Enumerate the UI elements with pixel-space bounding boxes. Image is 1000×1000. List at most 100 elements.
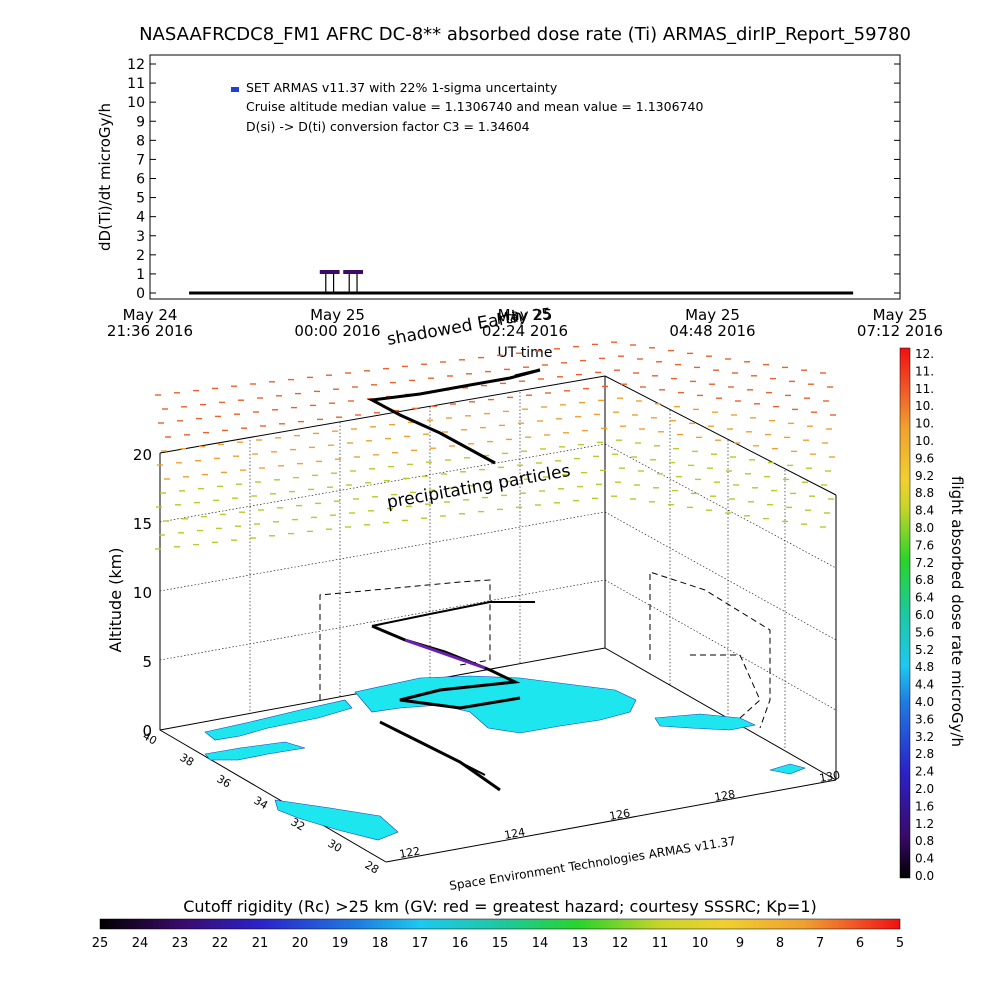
track-middle-return [371,601,535,627]
rigidity-colorbar-tick: 8 [776,936,784,951]
dose-colorbar-tick: 3.2 [915,730,934,744]
longitude-ticks: 122 124 126 128 130 [398,769,841,861]
x-tick-day: May 25 [498,306,553,324]
dose-colorbar-tick: 5.6 [915,625,934,639]
dose-colorbar-ticks: 12. 11. 11. 10. 10. 10. 9.6 9.2 8.8 8.4 8.0 7.6 7.2 6… [915,347,934,883]
latitude-tick-label: 40 [141,729,160,747]
dose-point [319,270,332,275]
altitude-tick-label: 5 [142,653,152,671]
dose-colorbar-label: flight absorbed dose rate microGy/h [948,476,966,747]
dose-colorbar-tick: 8.0 [915,521,934,535]
dose-colorbar-tick: 11. [915,382,934,396]
y-tick-label: 12 [127,57,145,73]
rigidity-colorbar: Cutoff rigidity (Rc) >25 km (GV: red = g… [92,897,904,951]
dose-colorbar-tick: 4.8 [915,660,934,674]
track-low-dose [404,638,486,670]
japan-island [654,713,756,731]
longitude-tick-label: 122 [398,845,421,861]
dose-colorbar-tick: 0.8 [915,834,934,848]
dose-colorbar-tick: 11. [915,364,934,378]
rigidity-colorbar-tick: 23 [172,936,189,951]
track-upper [367,368,541,465]
longitude-tick-label: 130 [818,769,841,785]
back-wall-grid [159,392,837,750]
dose-colorbar-tick: 0.4 [915,852,934,866]
y-tick-label: 11 [127,76,145,92]
timeseries-y-label: dD(Ti)/dt microGy/h [96,103,114,251]
dose-colorbar-tick: 1.2 [915,817,934,831]
southern-coast [204,741,306,761]
dose-colorbar-tick: 9.2 [915,469,934,483]
dose-colorbar-gradient [899,347,911,879]
longitude-tick-label: 128 [713,788,736,804]
altitude-axis-label: Altitude (km) [106,548,125,653]
altitude-tick-label: 20 [133,446,152,464]
figure-title: NASAAFRCDC8_FM1 AFRC DC-8** absorbed dos… [139,24,911,45]
y-tick-label: 5 [136,191,145,207]
dose-rate-colorbar: 12. 11. 11. 10. 10. 10. 9.6 9.2 8.8 8.4 8.0 7.6 7.2 6… [899,347,966,883]
small-island [769,763,806,775]
dose-colorbar-tick: 3.6 [915,712,934,726]
x-tick-time: 04:48 2016 [669,322,755,340]
precipitating-particle-markers [155,341,836,550]
altitude-ticks: 0 5 10 15 20 [133,446,152,740]
rigidity-colorbar-tick: 24 [132,936,149,951]
latitude-tick-label: 34 [252,794,271,812]
rigidity-colorbar-tick: 14 [532,936,549,951]
annotation-date: May 25 [496,304,552,328]
dose-colorbar-tick: 5.2 [915,643,934,657]
map-landmass [204,675,806,841]
x-tick-time: 07:12 2016 [857,322,943,340]
rigidity-colorbar-tick: 21 [252,936,269,951]
x-tick-day: May 25 [873,306,928,324]
altitude-tick-label: 0 [142,722,152,740]
dose-colorbar-tick: 2.4 [915,765,934,779]
altitude-tick-label: 15 [133,515,152,533]
dose-colorbar-tick: 7.2 [915,556,934,570]
x-tick-day: May 24 [123,306,178,324]
track-ground-2 [394,729,486,776]
taiwan-island [274,799,399,841]
dose-colorbar-tick: 10. [915,417,934,431]
latitude-tick-label: 36 [215,772,234,790]
latitude-tick-label: 38 [178,751,197,769]
rigidity-colorbar-tick: 25 [92,936,109,951]
rigidity-colorbar-tick: 12 [612,936,629,951]
annotation-precipitating-particles: precipitating particles [385,461,572,513]
y-tick-label: 0 [136,286,145,302]
dose-point [327,270,340,275]
rigidity-colorbar-tick: 7 [816,936,824,951]
x-tick-time: 02:24 2016 [482,322,568,340]
dose-colorbar-tick: 0.0 [915,869,934,883]
rigidity-colorbar-tick: 22 [212,936,229,951]
altitude-tick-label: 10 [133,584,152,602]
timeseries-legend: SET ARMAS v11.37 with 22% 1-sigma uncert… [231,80,703,134]
rigidity-colorbar-tick: 19 [332,936,349,951]
dose-colorbar-tick: 7.6 [915,538,934,552]
longitude-tick-label: 126 [608,807,631,823]
longitude-tick-label: 124 [503,826,526,842]
legend-line-2: Cruise altitude median value = 1.1306740… [246,99,703,114]
dose-colorbar-tick: 9.6 [915,451,934,465]
y-tick-label: 7 [136,152,145,168]
rigidity-colorbar-gradient [99,918,901,930]
latitude-tick-label: 32 [289,815,308,833]
rigidity-colorbar-label: Cutoff rigidity (Rc) >25 km (GV: red = g… [183,897,817,916]
rigidity-colorbar-tick: 5 [896,936,904,951]
dose-colorbar-tick: 1.6 [915,799,934,813]
dose-colorbar-tick: 4.4 [915,678,934,692]
rigidity-colorbar-tick: 15 [492,936,509,951]
rigidity-colorbar-tick: 17 [412,936,429,951]
latitude-tick-label: 30 [326,837,345,855]
y-tick-label: 6 [136,172,145,188]
latitude-ticks: 40 38 36 34 32 30 28 [141,729,382,876]
y-tick-label: 4 [136,210,145,226]
rigidity-colorbar-tick: 16 [452,936,469,951]
legend-line-1: SET ARMAS v11.37 with 22% 1-sigma uncert… [246,80,558,95]
y-tick-label: 10 [127,95,145,111]
china-coast [204,699,353,741]
dose-colorbar-tick: 6.8 [915,573,934,587]
dose-point [351,270,364,275]
